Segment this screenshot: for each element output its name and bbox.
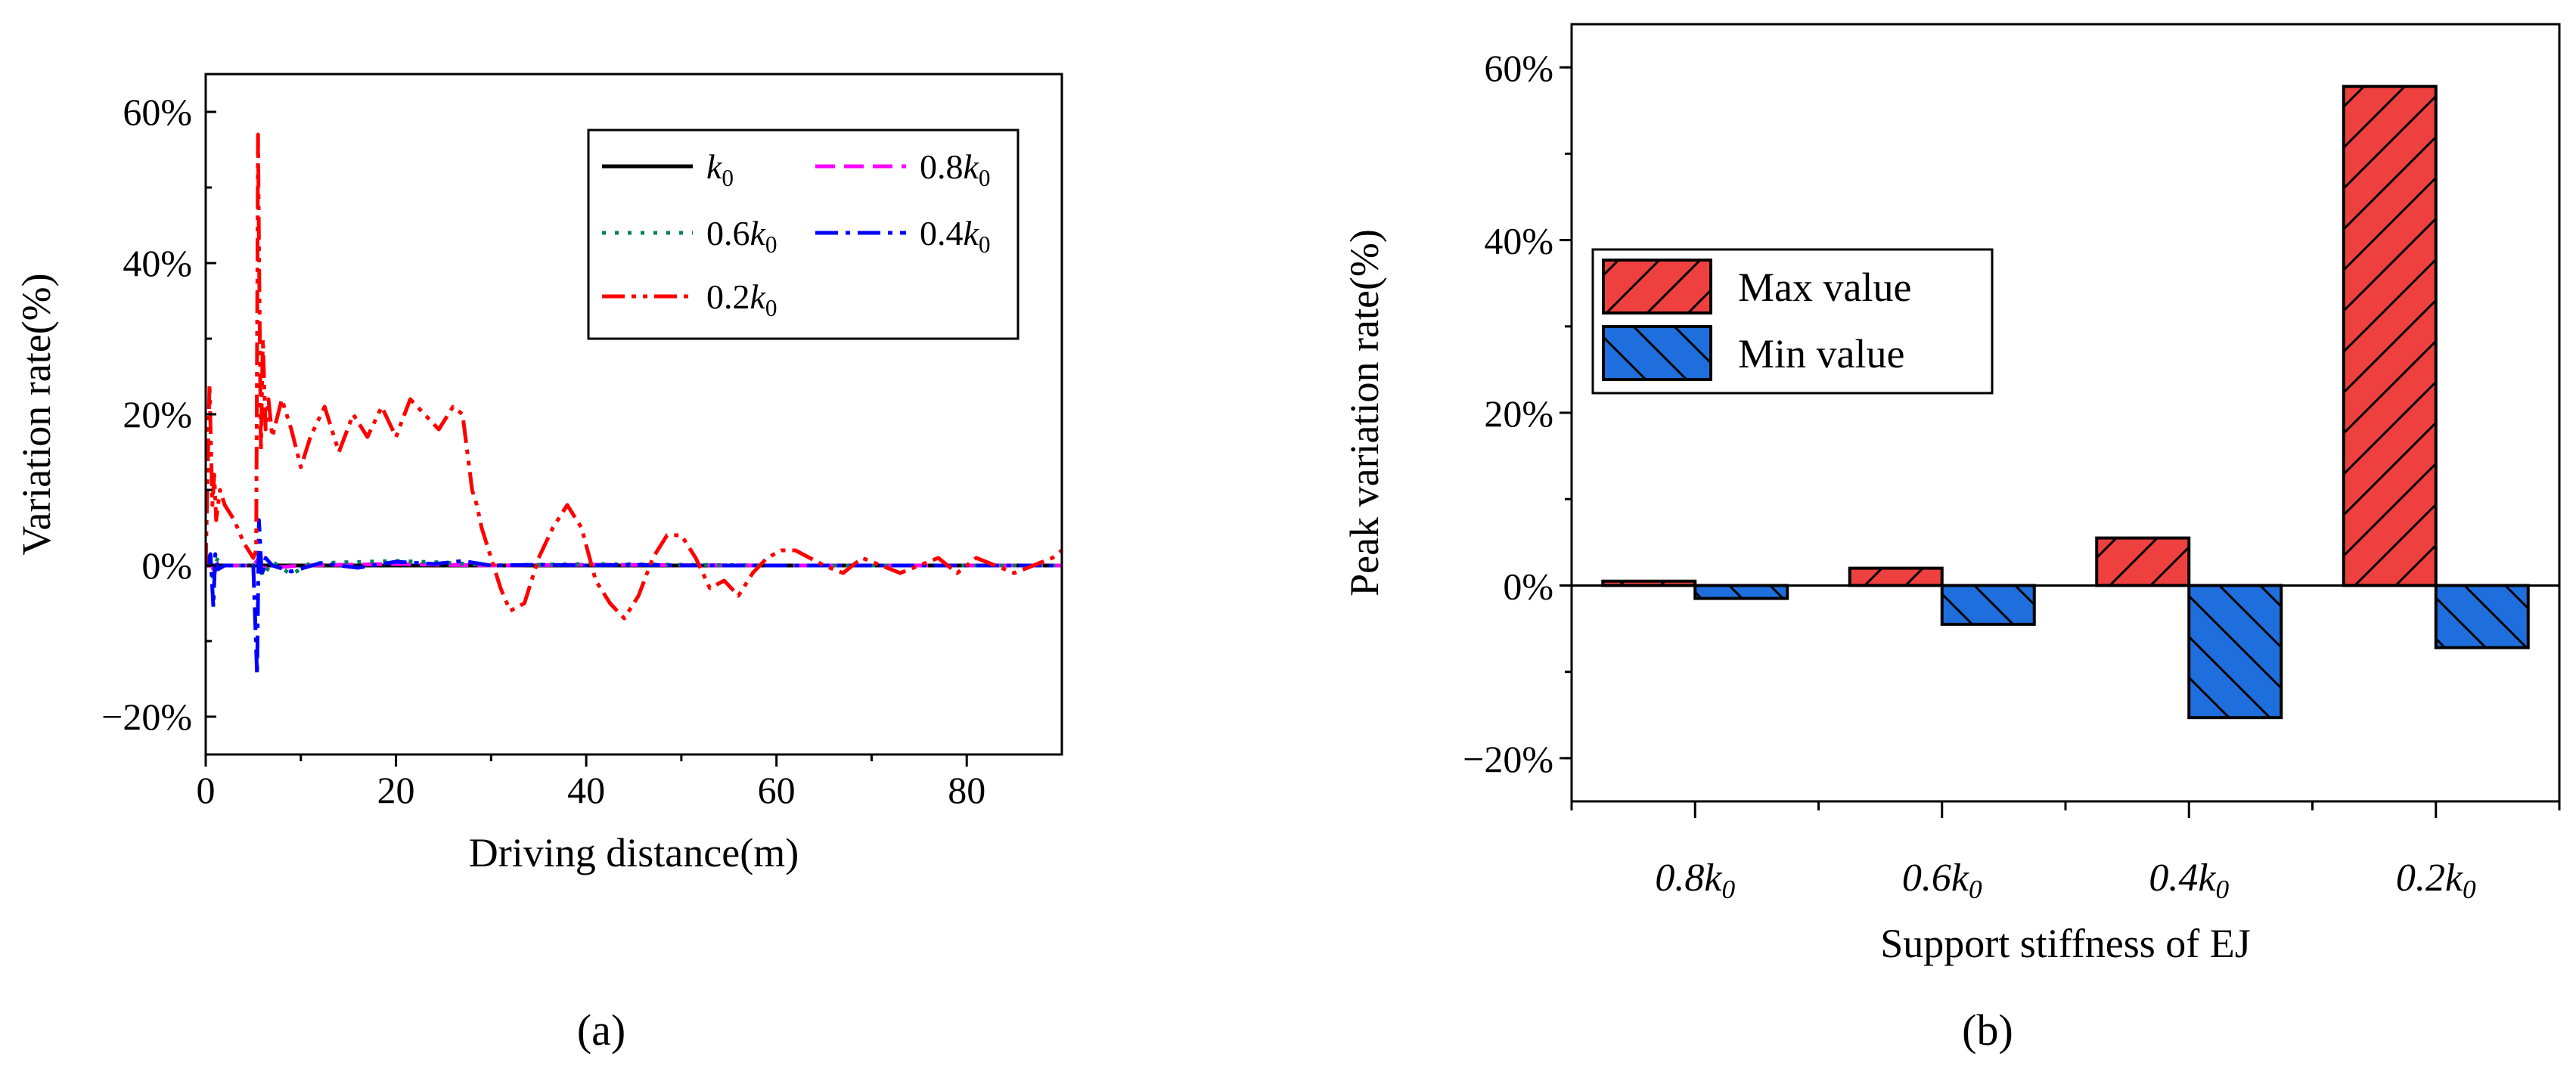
x-tick-label-0.6k0: 0.6k0 (1902, 857, 1982, 904)
panel-a-y-ticks: −20% 0% 20% 40% 60% (101, 91, 216, 738)
legend-swatch-max-value (1602, 259, 1712, 314)
panel-a-series-lines (206, 132, 1062, 677)
y-tick-label: 20% (1484, 392, 1553, 435)
panel-b-legend: Max value Min value (1591, 248, 1994, 395)
bar-hatch (2187, 584, 2283, 720)
x-tick-label: 0 (197, 769, 216, 811)
panel-b-label: (b) (1962, 1005, 2013, 1055)
series-line-0.4k0 (206, 518, 1062, 677)
bar-hatch (1693, 584, 1789, 600)
legend-label-0.6k0: 0.6k0 (706, 214, 777, 258)
legend-label-0.8k0: 0.8k0 (920, 147, 991, 191)
bar-hatch (2095, 536, 2191, 587)
x-tick-label: 80 (948, 769, 985, 811)
y-tick-label: 60% (1484, 47, 1553, 89)
bar-hatch (1940, 584, 2036, 626)
panel-a-label: (a) (577, 1005, 625, 1055)
y-tick-label: −20% (101, 696, 192, 738)
bar-min-value-0.8k0 (1693, 584, 1789, 600)
bar-max-value-0.8k0 (1601, 579, 1697, 587)
panel-b-x-axis-title: Support stiffness of EJ (1880, 921, 2251, 966)
bar-min-value-0.4k0 (2187, 584, 2283, 720)
x-tick-label-0.8k0: 0.8k0 (1655, 857, 1735, 904)
y-tick-label: 40% (123, 242, 192, 284)
bar-min-value-0.2k0 (2434, 584, 2530, 649)
y-tick-label: 0% (141, 544, 192, 587)
x-tick-label: 60 (758, 769, 796, 811)
panel-a-line-chart: −20% 0% 20% 40% 60% 0 20 40 60 80 Driving distan… (14, 73, 1063, 1055)
x-tick-label-0.2k0: 0.2k0 (2396, 857, 2476, 904)
bar-hatch (1601, 579, 1697, 587)
y-tick-label: 40% (1484, 220, 1553, 262)
x-tick-label: 40 (567, 769, 605, 811)
panel-b-y-ticks: −20% 0% 20% 40% 60% (1463, 47, 1572, 780)
bar-max-value-0.4k0 (2095, 536, 2191, 587)
y-tick-label: 60% (123, 91, 192, 133)
series-line-0.2k0 (206, 132, 1062, 621)
x-tick-label-0.4k0: 0.4k0 (2149, 857, 2229, 904)
panel-b-x-ticks: 0.8k0 0.6k0 0.4k0 0.2k0 (1570, 801, 2561, 904)
y-tick-label: −20% (1463, 738, 1553, 780)
y-tick-label: 20% (123, 393, 192, 435)
panel-b-bar-chart: −20% 0% 20% 40% 60% 0.8k0 0.6k0 0.4k0 0.2k0 Sup… (1342, 23, 2561, 1055)
legend-swatch-min-value (1602, 325, 1712, 381)
panel-a-legend: k0 0.8k0 0.6k0 0.4k0 0.2k0 (587, 129, 1020, 340)
legend-label-0.4k0: 0.4k0 (920, 214, 991, 258)
bar-hatch (2434, 584, 2530, 649)
bar-max-value-0.2k0 (2342, 85, 2438, 587)
bar-hatch (2342, 85, 2438, 587)
bar-hatch (1848, 566, 1944, 587)
y-tick-label: 0% (1503, 565, 1553, 607)
legend-label-k0: k0 (706, 147, 734, 191)
legend-label-0.2k0: 0.2k0 (706, 277, 777, 321)
legend-label-min-value: Min value (1738, 331, 1904, 376)
panel-a-x-axis-title: Driving distance(m) (469, 830, 799, 875)
panel-a-x-ticks: 0 20 40 60 80 (197, 754, 985, 811)
x-tick-label: 20 (377, 769, 415, 811)
bar-min-value-0.6k0 (1940, 584, 2036, 626)
panel-b-bars (1601, 85, 2530, 720)
panel-b-y-axis-title: Peak variation rate(%) (1342, 229, 1387, 596)
panel-a-y-axis-title: Variation rate(%) (14, 273, 59, 555)
bar-max-value-0.6k0 (1848, 566, 1944, 587)
legend-label-max-value: Max value (1738, 265, 1911, 310)
